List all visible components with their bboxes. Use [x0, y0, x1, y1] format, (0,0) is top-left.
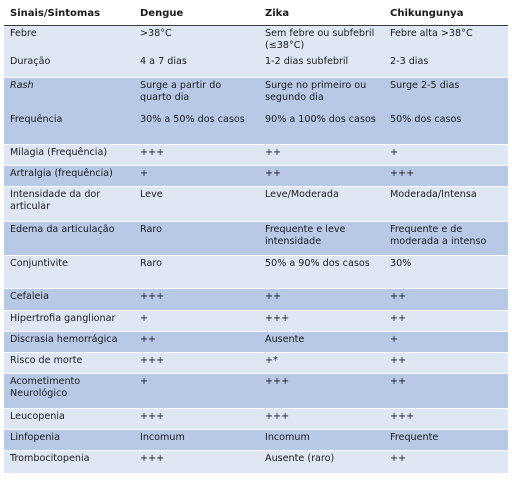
- cell-dengue: +++: [134, 352, 259, 374]
- cell-chikungunya: 50% dos casos: [384, 111, 508, 145]
- cell-chikungunya: 30%: [384, 255, 508, 289]
- cell-zika: ++: [259, 288, 384, 311]
- symptoms-comparison-table: Sinais/Sintomas Dengue Zika Chikungunya …: [4, 2, 508, 473]
- table-row: Trombocitopenia +++ Ausente (raro) ++: [4, 450, 508, 473]
- cell-chikungunya: ++: [384, 288, 508, 311]
- row-label: Risco de morte: [4, 352, 134, 374]
- table-row: Acometimento Neurológico + +++ ++: [4, 373, 508, 409]
- cell-chikungunya: Surge 2-5 dias: [384, 77, 508, 112]
- cell-zika: Frequente e leve intensidade: [259, 221, 384, 256]
- cell-zika: Sem febre ou subfebril (≤38°C): [259, 25, 384, 54]
- cell-dengue: +++: [134, 450, 259, 473]
- cell-zika: ++: [259, 144, 384, 166]
- cell-zika: 50% a 90% dos casos: [259, 255, 384, 289]
- cell-dengue: >38°C: [134, 25, 259, 54]
- row-label: Conjuntivite: [4, 255, 134, 289]
- table-row: Discrasia hemorrágica ++ Ausente +: [4, 331, 508, 353]
- cell-zika: 90% a 100% dos casos: [259, 111, 384, 145]
- row-label: Trombocitopenia: [4, 450, 134, 473]
- cell-dengue: +++: [134, 288, 259, 311]
- cell-chikungunya: Febre alta >38°C: [384, 25, 508, 54]
- cell-chikungunya: ++: [384, 373, 508, 409]
- cell-chikungunya: +: [384, 144, 508, 166]
- cell-dengue: +: [134, 373, 259, 409]
- row-label: Leucopenia: [4, 408, 134, 430]
- table-row: Linfopenia Incomum Incomum Frequente: [4, 429, 508, 451]
- cell-dengue: Surge a partir do quarto dia: [134, 77, 259, 112]
- cell-dengue: 4 a 7 dias: [134, 53, 259, 78]
- cell-dengue: ++: [134, 331, 259, 353]
- table-row: Febre >38°C Sem febre ou subfebril (≤38°…: [4, 25, 508, 54]
- row-label: Rash: [4, 77, 134, 112]
- cell-chikungunya: 2-3 dias: [384, 53, 508, 78]
- cell-zika: ++: [259, 165, 384, 187]
- cell-chikungunya: Moderada/Intensa: [384, 186, 508, 222]
- cell-chikungunya: +++: [384, 165, 508, 187]
- cell-chikungunya: +: [384, 331, 508, 353]
- table-row: Edema da articulação Raro Frequente e le…: [4, 221, 508, 256]
- table-row: Duração 4 a 7 dias 1-2 dias subfebril 2-…: [4, 53, 508, 78]
- comparison-table-container: Sinais/Sintomas Dengue Zika Chikungunya …: [4, 2, 508, 488]
- cell-chikungunya: +++: [384, 408, 508, 430]
- table-row: Frequência 30% a 50% dos casos 90% a 100…: [4, 111, 508, 145]
- cell-dengue: +: [134, 310, 259, 332]
- row-label: Artralgia (frequência): [4, 165, 134, 187]
- cell-chikungunya: ++: [384, 352, 508, 374]
- row-label: Edema da articulação: [4, 221, 134, 256]
- row-label: Discrasia hemorrágica: [4, 331, 134, 353]
- table-row: Artralgia (frequência) + ++ +++: [4, 165, 508, 187]
- table-row: Intensidade da dor articular Leve Leve/M…: [4, 186, 508, 222]
- cell-zika: Incomum: [259, 429, 384, 451]
- cell-chikungunya: Frequente e de moderada a intenso: [384, 221, 508, 256]
- cell-dengue: 30% a 50% dos casos: [134, 111, 259, 145]
- row-label: Cefaleia: [4, 288, 134, 311]
- row-label: Intensidade da dor articular: [4, 186, 134, 222]
- cell-dengue: +++: [134, 408, 259, 430]
- cell-chikungunya: ++: [384, 310, 508, 332]
- row-label: Linfopenia: [4, 429, 134, 451]
- cell-zika: Leve/Moderada: [259, 186, 384, 222]
- header-symptoms: Sinais/Sintomas: [4, 2, 134, 26]
- cell-dengue: Raro: [134, 221, 259, 256]
- cell-zika: +++: [259, 373, 384, 409]
- cell-chikungunya: Frequente: [384, 429, 508, 451]
- cell-zika: Surge no primeiro ou segundo dia: [259, 77, 384, 112]
- header-chikungunya: Chikungunya: [384, 2, 508, 26]
- cell-chikungunya: ++: [384, 450, 508, 473]
- cell-zika: +++: [259, 408, 384, 430]
- cell-zika: +++: [259, 310, 384, 332]
- cell-dengue: +++: [134, 144, 259, 166]
- table-row: Leucopenia +++ +++ +++: [4, 408, 508, 430]
- table-row: Milagia (Frequência) +++ ++ +: [4, 144, 508, 166]
- table-row: Rash Surge a partir do quarto dia Surge …: [4, 77, 508, 112]
- cell-dengue: Incomum: [134, 429, 259, 451]
- row-label: Hipertrofia ganglionar: [4, 310, 134, 332]
- header-dengue: Dengue: [134, 2, 259, 26]
- row-label: Acometimento Neurológico: [4, 373, 134, 409]
- row-label: Milagia (Frequência): [4, 144, 134, 166]
- cell-dengue: Leve: [134, 186, 259, 222]
- table-row: Conjuntivite Raro 50% a 90% dos casos 30…: [4, 255, 508, 289]
- table-row: Cefaleia +++ ++ ++: [4, 288, 508, 311]
- table-row: Risco de morte +++ +* ++: [4, 352, 508, 374]
- cell-dengue: Raro: [134, 255, 259, 289]
- table-header-row: Sinais/Sintomas Dengue Zika Chikungunya: [4, 2, 508, 26]
- cell-zika: Ausente: [259, 331, 384, 353]
- table-row: Hipertrofia ganglionar + +++ ++: [4, 310, 508, 332]
- cell-zika: +*: [259, 352, 384, 374]
- header-zika: Zika: [259, 2, 384, 26]
- row-label: Frequência: [4, 111, 134, 145]
- cell-zika: 1-2 dias subfebril: [259, 53, 384, 78]
- row-label: Febre: [4, 25, 134, 54]
- row-label: Duração: [4, 53, 134, 78]
- cell-dengue: +: [134, 165, 259, 187]
- cell-zika: Ausente (raro): [259, 450, 384, 473]
